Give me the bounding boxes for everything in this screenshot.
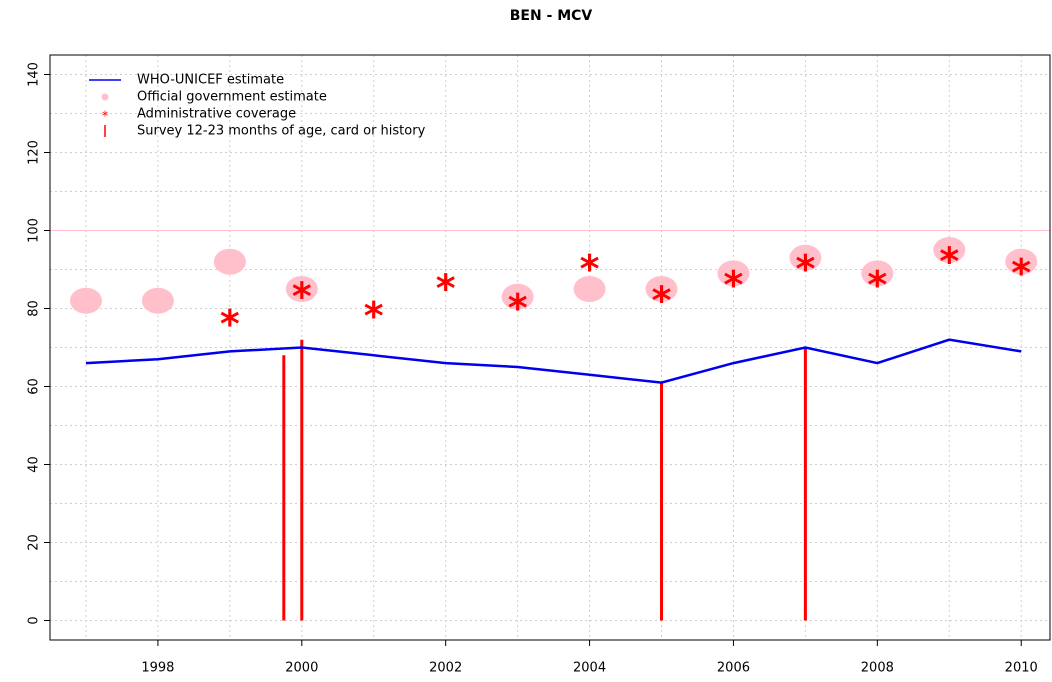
star: *	[580, 247, 600, 291]
star: *	[867, 263, 887, 307]
legend-label: Administrative coverage	[137, 107, 296, 122]
legend-swatch: *	[102, 110, 109, 125]
plot-frame	[49, 54, 1051, 641]
dot	[69, 287, 102, 314]
dot	[717, 260, 750, 287]
star: *	[436, 267, 456, 311]
star: *	[1011, 251, 1031, 295]
y-tick-label: 20	[27, 534, 42, 551]
x-tick-label: 2006	[717, 661, 750, 676]
x-tick-label: 2010	[1005, 661, 1038, 676]
x-tick-label: 2004	[573, 661, 606, 676]
dot	[861, 260, 894, 287]
dot	[789, 244, 822, 271]
dot	[141, 287, 174, 314]
dot	[213, 248, 246, 275]
dot	[285, 276, 318, 302]
x-tick-label: 2008	[861, 661, 894, 676]
dot	[501, 283, 534, 310]
star: *	[292, 275, 312, 319]
y-tick-label: 0	[27, 616, 42, 624]
dot	[1005, 248, 1038, 275]
star: *	[724, 263, 744, 307]
star: *	[939, 239, 959, 283]
legend-label: WHO-UNICEF estimate	[137, 73, 284, 88]
x-tick-label: 2002	[429, 661, 462, 676]
legend-swatch	[101, 93, 109, 101]
x-tick-label: 2000	[285, 661, 318, 676]
y-tick-label: 120	[27, 140, 42, 165]
legend: WHO-UNICEF estimate Official government e…	[89, 73, 426, 139]
star: *	[652, 278, 672, 322]
y-tick-label: 140	[27, 62, 42, 87]
star: *	[508, 286, 528, 330]
dot	[645, 276, 678, 302]
x-tick-label: 1998	[141, 661, 174, 676]
legend-label: Survey 12-23 months of age, card or hist…	[137, 124, 426, 139]
line-series	[85, 338, 1022, 384]
chart-title: BEN - MCV	[510, 8, 593, 24]
star: *	[220, 302, 240, 346]
dot	[933, 237, 966, 263]
y-tick-label: 80	[27, 300, 42, 317]
legend-label: Official government estimate	[137, 90, 327, 105]
y-tick-label: 100	[27, 218, 42, 243]
y-tick-label: 40	[27, 456, 42, 473]
dot	[573, 276, 606, 302]
star: *	[795, 247, 815, 291]
y-tick-label: 60	[27, 378, 42, 395]
star: *	[364, 294, 384, 338]
